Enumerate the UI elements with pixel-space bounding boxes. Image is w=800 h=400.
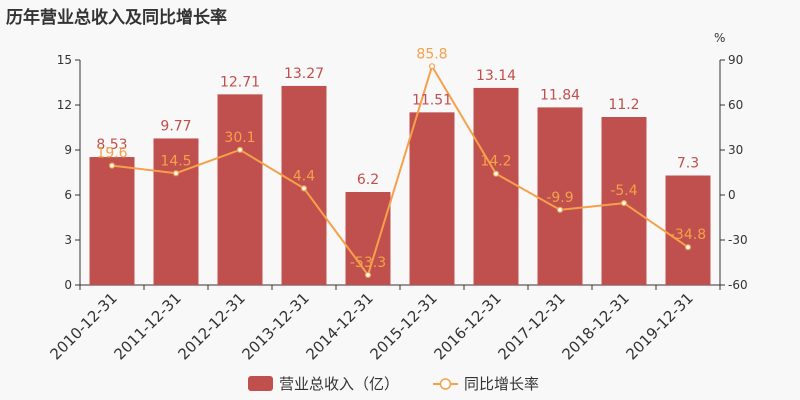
bar-value-label: 13.14	[476, 68, 516, 84]
bar-value-label: 7.3	[677, 156, 699, 172]
line-point	[300, 185, 308, 192]
line-point	[492, 170, 500, 177]
line-point	[684, 244, 692, 251]
bar-value-label: 12.71	[220, 74, 260, 90]
line-value-label: 14.2	[480, 154, 511, 170]
bar-value-label: 8.53	[96, 137, 127, 153]
y-right-tick-label: -30	[728, 233, 748, 247]
y-right-tick-label: 90	[728, 53, 743, 67]
y-left-tick-label: 9	[64, 143, 72, 157]
y-left-tick-label: 3	[64, 233, 72, 247]
line-value-label: 19.6	[96, 146, 127, 162]
bar	[537, 107, 583, 286]
legend-line-label: 同比增长率	[464, 375, 539, 393]
line-value-label: 30.1	[224, 130, 255, 146]
bar	[217, 94, 263, 285]
y-right-tick-label: 30	[728, 143, 743, 157]
line-value-label: 14.5	[160, 153, 191, 169]
line-value-label: 85.8	[416, 46, 447, 62]
y-right-tick-label: 60	[728, 98, 743, 112]
y-left-tick-label: 15	[57, 53, 72, 67]
bar-value-label: 6.2	[357, 172, 379, 188]
bar	[409, 112, 455, 285]
chart-title: 历年营业总收入及同比增长率	[6, 8, 227, 28]
bar-value-label: 11.84	[540, 87, 580, 103]
bar-value-label: 9.77	[160, 118, 191, 134]
x-category-label: 2013-12-31	[238, 289, 312, 363]
line-point	[236, 146, 244, 153]
bar	[89, 157, 135, 285]
legend-bar-swatch	[248, 376, 273, 391]
bar-value-label: 11.2	[608, 97, 639, 113]
bar-value-label: 11.51	[412, 92, 452, 108]
x-category-label: 2019-12-31	[622, 289, 696, 363]
legend-bar-label: 营业总收入（亿）	[279, 375, 399, 393]
x-category-label: 2014-12-31	[302, 289, 376, 363]
x-category-label: 2016-12-31	[430, 289, 504, 363]
y-left-tick-label: 0	[64, 278, 72, 292]
legend-line-marker	[439, 378, 452, 390]
bar	[345, 192, 391, 285]
x-category-label: 2011-12-31	[110, 289, 184, 363]
y-left-tick-label: 12	[57, 98, 72, 112]
x-category-label: 2010-12-31	[46, 289, 120, 363]
line-point	[428, 63, 436, 70]
line-point	[364, 271, 372, 279]
y-right-tick-label: -60	[728, 278, 748, 292]
y-right-unit: %	[714, 31, 725, 45]
line-value-label: -34.8	[670, 227, 706, 243]
growth-line	[111, 63, 689, 278]
x-category-label: 2018-12-31	[558, 289, 632, 363]
line-point	[172, 170, 180, 177]
bar-value-label: 13.27	[284, 66, 324, 82]
x-category-label: 2015-12-31	[366, 289, 440, 363]
y-left-tick-label: 6	[64, 188, 72, 202]
line-point	[620, 200, 628, 207]
line-point	[556, 206, 564, 213]
line-value-label: -5.4	[610, 183, 637, 199]
y-right-tick-label: 0	[728, 188, 736, 202]
x-category-label: 2012-12-31	[174, 289, 248, 363]
line-value-label: 4.4	[293, 168, 315, 184]
x-category-label: 2017-12-31	[494, 289, 568, 363]
line-value-label: -9.9	[546, 190, 573, 206]
bar	[665, 175, 711, 285]
line-value-label: -53.3	[350, 255, 386, 271]
bar	[473, 87, 519, 286]
line-point	[108, 162, 116, 169]
bar	[153, 138, 199, 285]
